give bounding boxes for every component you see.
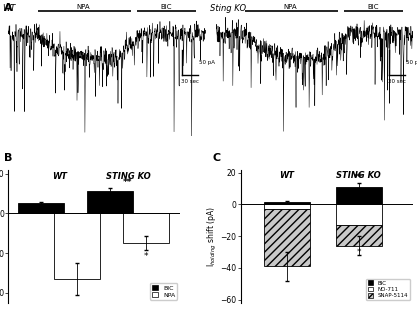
Text: WT: WT: [279, 171, 294, 180]
Text: *: *: [357, 248, 361, 257]
Bar: [264, 202, 309, 205]
Text: *: *: [144, 252, 148, 261]
Text: B: B: [4, 153, 13, 163]
Text: **: **: [354, 173, 364, 182]
Bar: [336, 205, 382, 225]
Bar: [264, 209, 309, 266]
Text: WT: WT: [3, 4, 16, 14]
Text: NPA: NPA: [76, 4, 90, 10]
Text: Sting KO: Sting KO: [210, 4, 246, 14]
Text: BIC: BIC: [161, 4, 172, 10]
Text: **: **: [123, 178, 133, 187]
Text: NPA: NPA: [284, 4, 297, 10]
Text: A: A: [4, 3, 13, 13]
Text: WT: WT: [52, 171, 67, 180]
Bar: [18, 203, 64, 213]
Text: BIC: BIC: [368, 4, 379, 10]
Text: 30 sec: 30 sec: [388, 78, 406, 84]
Text: STING KO: STING KO: [106, 171, 151, 180]
Text: 50 pA: 50 pA: [199, 60, 215, 65]
Legend: BIC, NO-711, SNAP-5114: BIC, NO-711, SNAP-5114: [366, 279, 410, 300]
Bar: [87, 192, 133, 213]
Bar: [336, 187, 382, 205]
Bar: [123, 213, 169, 243]
Y-axis label: I$_{holding}$ shift (pA): I$_{holding}$ shift (pA): [206, 205, 219, 267]
Text: C: C: [213, 153, 221, 163]
Bar: [336, 225, 382, 246]
Text: STING KO: STING KO: [337, 171, 381, 180]
Text: 50 pA: 50 pA: [406, 60, 417, 65]
Bar: [54, 213, 100, 279]
Text: 30 sec: 30 sec: [181, 78, 199, 84]
Bar: [264, 205, 309, 209]
Legend: BIC, NPA: BIC, NPA: [150, 283, 177, 300]
